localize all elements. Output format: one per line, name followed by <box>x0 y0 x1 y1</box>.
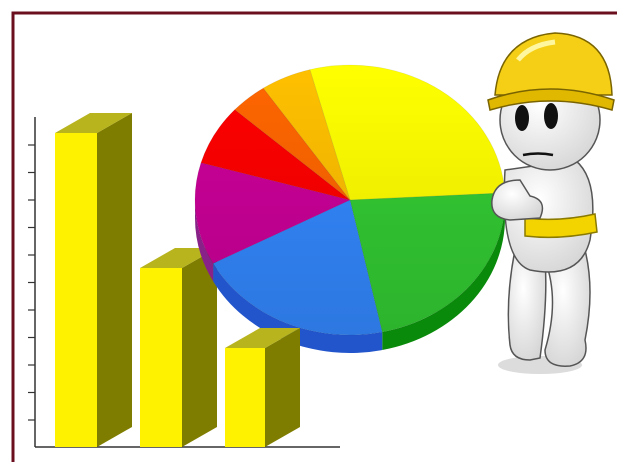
pie-shading <box>195 65 505 335</box>
bar-side <box>265 328 300 447</box>
bar-front <box>140 268 182 447</box>
eye <box>544 103 558 129</box>
pie-illustration <box>195 65 505 353</box>
bar-2 <box>140 248 217 447</box>
bar-front <box>55 133 97 447</box>
eye <box>515 105 529 131</box>
bar-1 <box>55 113 132 447</box>
bar-3 <box>225 328 300 447</box>
bar-front <box>225 348 265 447</box>
illustration <box>0 0 617 462</box>
page: {} <box>0 0 617 462</box>
bar-side <box>97 113 132 447</box>
